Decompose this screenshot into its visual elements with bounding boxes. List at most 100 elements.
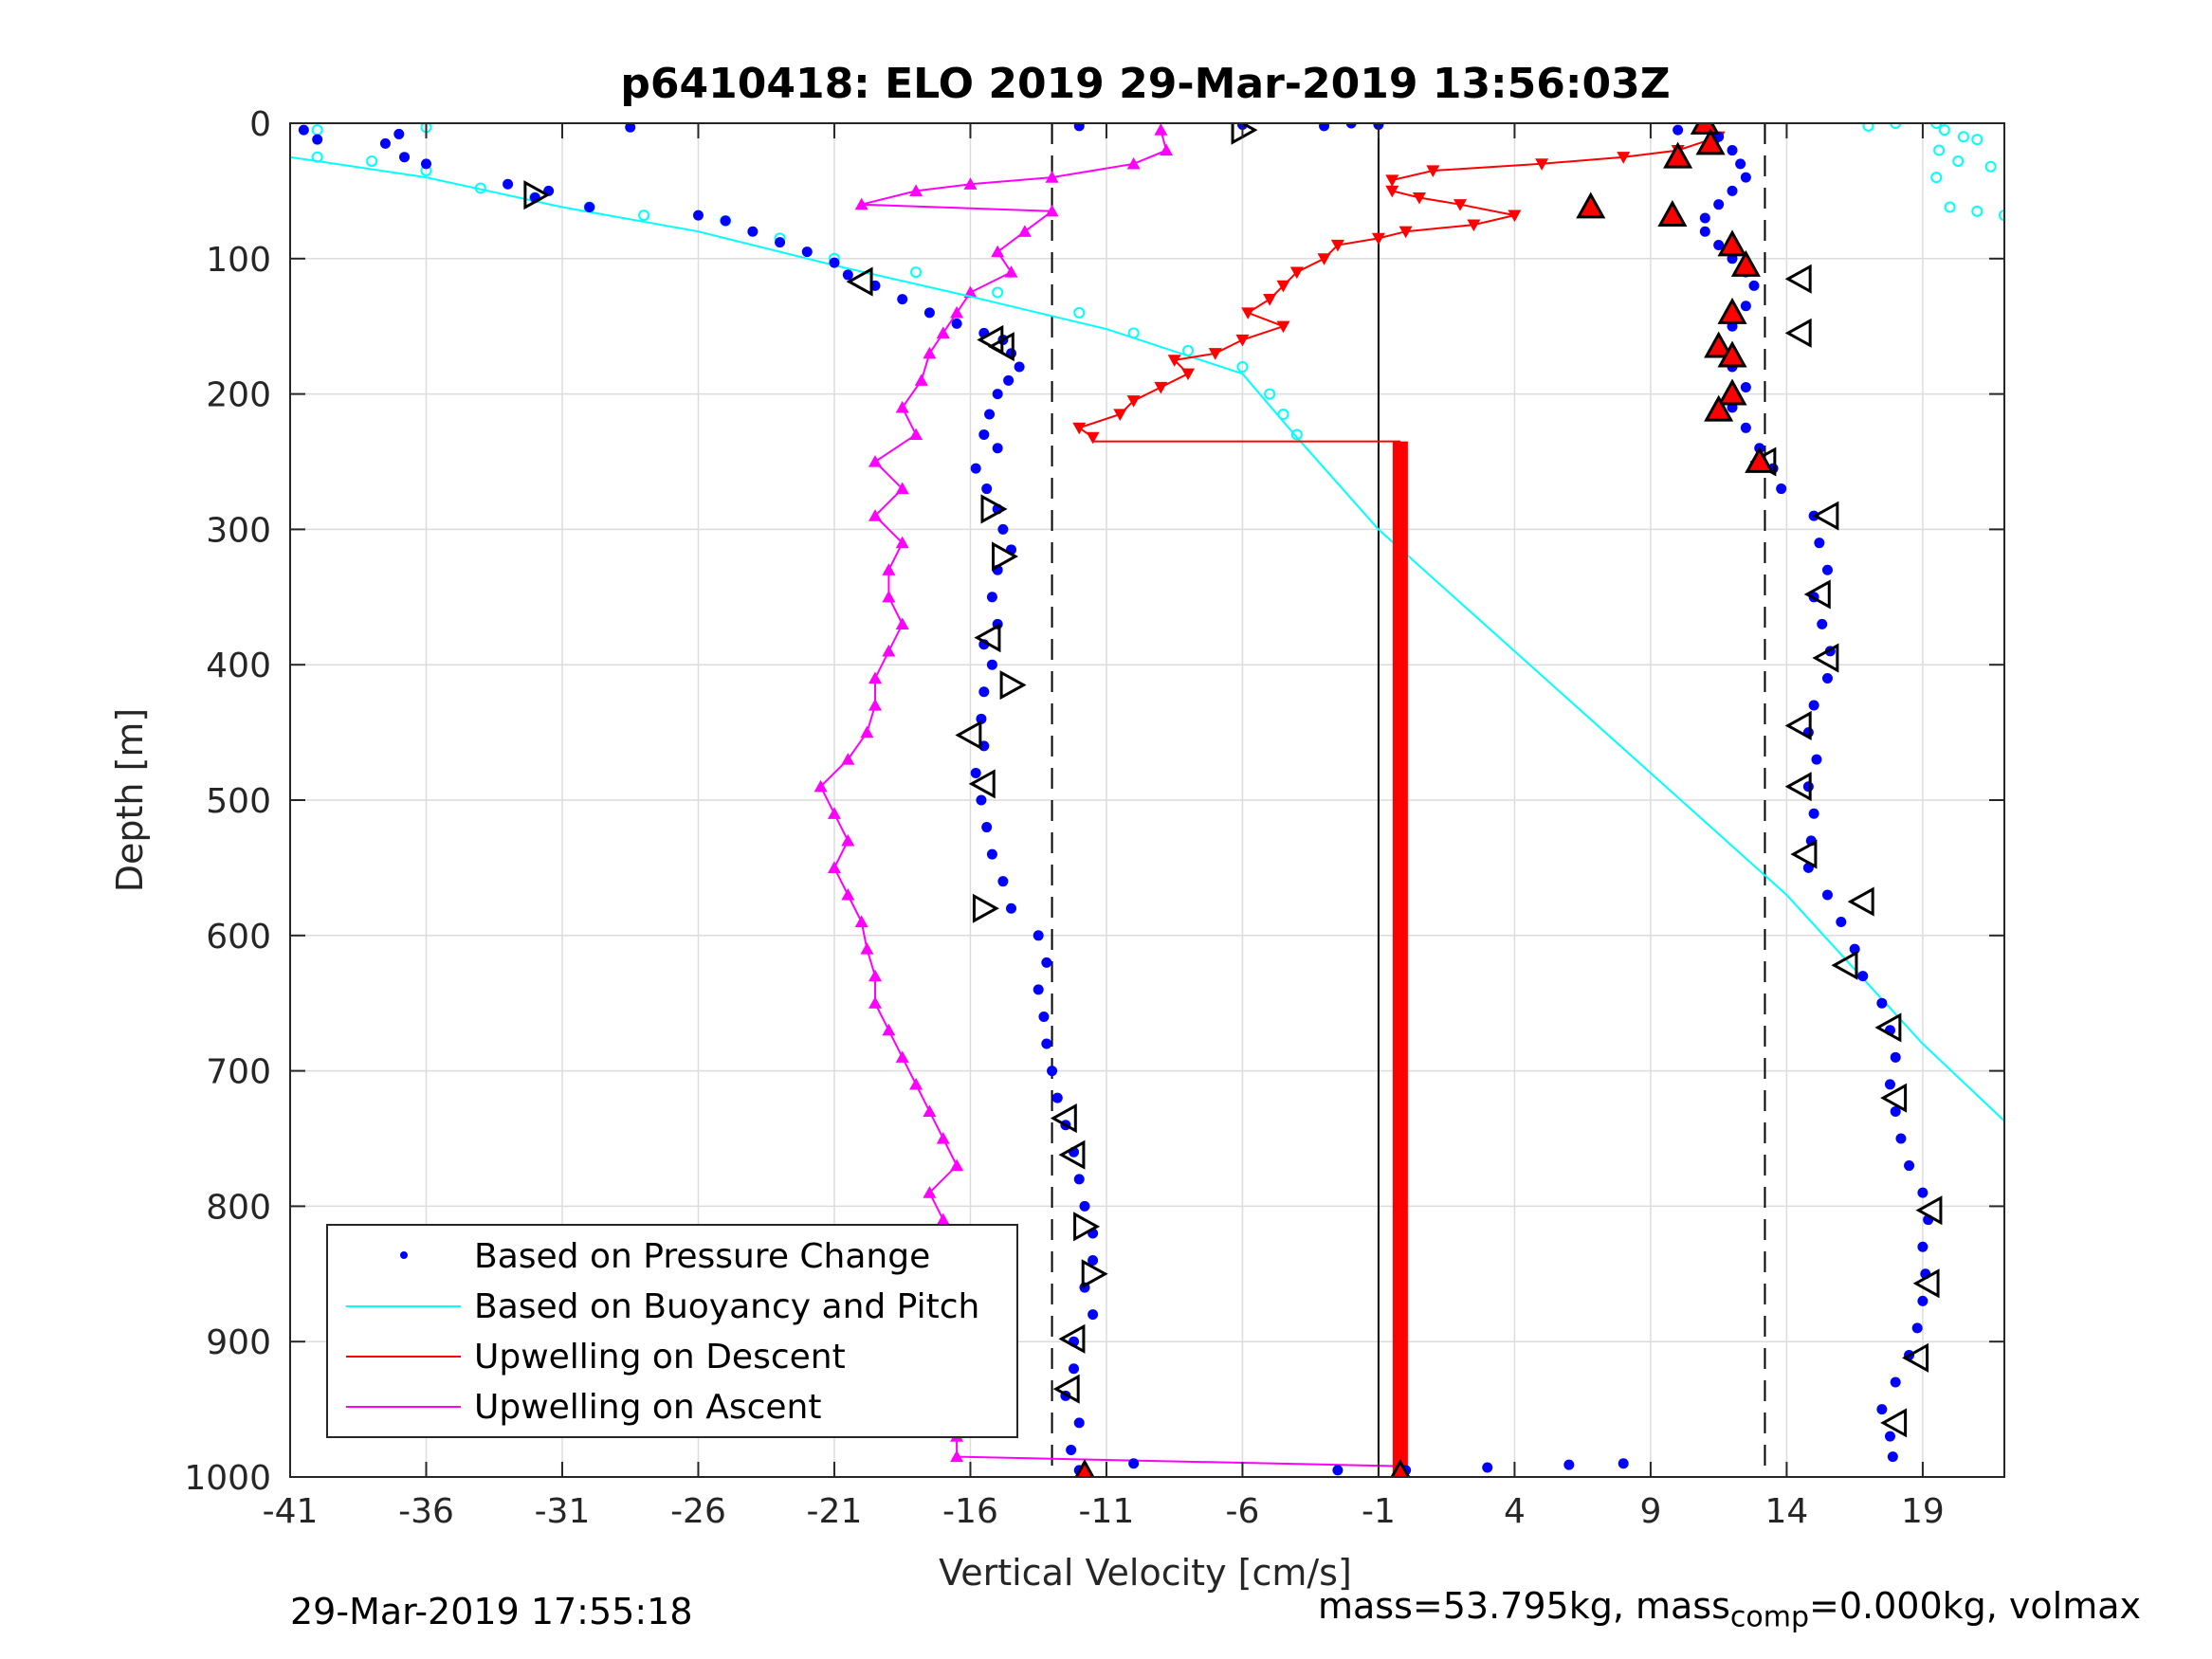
pressure-change-point [1740,301,1751,312]
x-tick-label: -16 [942,1492,998,1531]
x-axis-label: Vertical Velocity [cm/s] [939,1552,1352,1594]
pressure-change-point [1673,124,1684,136]
pressure-change-point [720,215,731,227]
upwelling-ascent-point [841,833,855,847]
legend-box [326,1224,1018,1438]
pressure-change-point [1727,185,1738,196]
x-tick-label: 14 [1765,1492,1809,1531]
red-up-triangle-marker [1657,200,1688,228]
open-left-triangle-marker [1784,772,1812,802]
pressure-change-point [976,713,987,724]
open-left-triangle-marker [955,720,982,751]
pressure-change-point [981,822,993,833]
legend-marker-pressure [400,1251,408,1259]
pressure-change-point [1740,172,1751,183]
upwelling-descent-point [1263,294,1277,306]
pressure-change-point [829,257,840,268]
upwelling-descent-point [1453,199,1468,211]
buoyancy-pitch-point [1290,428,1303,441]
upwelling-ascent-point [923,1186,937,1198]
pressure-change-point [1821,889,1833,901]
x-tick-label: -36 [398,1492,454,1531]
upwelling-descent-point [1467,219,1481,232]
upwelling-descent-point [1086,431,1100,445]
upwelling-descent-point [1072,422,1087,435]
pressure-change-point [1699,226,1710,237]
upwelling-ascent-point [895,1050,909,1063]
upwelling-descent-point [1241,307,1255,319]
pressure-change-point [1876,997,1888,1009]
pressure-change-point [1748,280,1760,291]
pressure-change-point [312,134,323,145]
pressure-change-point [1128,1458,1140,1469]
open-right-triangle-marker [999,670,1027,701]
y-tick-label: 1000 [184,1459,271,1498]
pressure-change-point [692,210,704,221]
upwelling-ascent-point [1045,204,1059,217]
x-tick-label: -21 [807,1492,863,1531]
buoyancy-pitch-point [1862,123,1874,132]
pressure-change-point [420,158,431,170]
upwelling-ascent-point [868,455,883,467]
pressure-change-point [1618,1458,1629,1469]
open-left-triangle-marker [1784,264,1812,294]
red-up-triangle-marker [1717,229,1747,257]
pressure-change-point [1332,1465,1344,1476]
y-tick-label: 0 [249,105,271,144]
open-left-triangle-marker [1050,1103,1077,1134]
open-left-triangle-marker [1915,1195,1943,1226]
y-tick-label: 600 [206,918,271,957]
pressure-change-point [978,428,990,440]
pressure-change-point [1051,1092,1063,1103]
pressure-change-point [1776,483,1787,495]
y-tick-label: 300 [206,511,271,550]
upwelling-ascent-point [868,969,883,982]
pressure-change-point [1876,1404,1888,1415]
pressure-change-point [1917,1295,1929,1306]
open-left-triangle-marker [1880,1408,1908,1438]
y-tick-label: 900 [206,1323,271,1362]
open-right-triangle-marker [980,494,1008,524]
pressure-change-point [1073,123,1085,132]
red-up-triangle-marker [1704,331,1734,358]
y-ticks: 0 100 200 300 400 500 600 700 800 900 1000 [184,105,2004,1498]
pressure-change-point [1890,1376,1901,1388]
upwelling-ascent-point [1017,225,1032,237]
upwelling-ascent-point [936,1212,950,1226]
pressure-change-point [842,269,853,281]
upwelling-descent-point [1276,320,1290,334]
pressure-change-point [1088,1255,1099,1267]
open-left-triangle-marker [974,623,1001,653]
upwelling-descent-point [1154,381,1168,394]
buoyancy-pitch-point [1999,210,2004,222]
pressure-change-point [1073,1174,1085,1185]
upwelling-ascent-point [950,305,964,319]
pressure-change-point [1047,1066,1058,1077]
upwelling-ascent-point [854,197,868,210]
upwelling-descent-point [1412,191,1426,205]
upwelling-ascent-point [882,590,896,603]
open-right-triangle-marker [523,180,551,210]
y-tick-label: 100 [206,241,271,280]
upwelling-ascent-point [895,482,909,495]
pressure-change-point [379,137,391,149]
pressure-change-point [1088,1309,1099,1321]
buoyancy-pitch-point [638,210,650,222]
red-up-triangle-marker [1663,141,1693,169]
pressure-change-point [1006,902,1017,914]
pressure-change-point [1069,1363,1080,1375]
pressure-change-point [1895,1133,1907,1144]
upwelling-ascent-point [936,1132,950,1144]
pressure-change-point [970,767,981,778]
open-left-triangle-marker [987,332,1015,362]
buoyancy-pitch-point [1930,123,1943,129]
buoyancy-pitch-point [1264,388,1276,400]
open-right-triangle-marker [1073,1212,1101,1242]
open-left-triangle-marker [968,769,996,799]
buoyancy-pitch-line [290,155,2004,1122]
pressure-change-point [298,124,309,136]
upwelling-descent-point [1126,395,1141,408]
buoyancy-pitch-point [1890,123,1902,129]
pressure-change-point [399,152,411,163]
pressure-change-point [992,443,1003,454]
